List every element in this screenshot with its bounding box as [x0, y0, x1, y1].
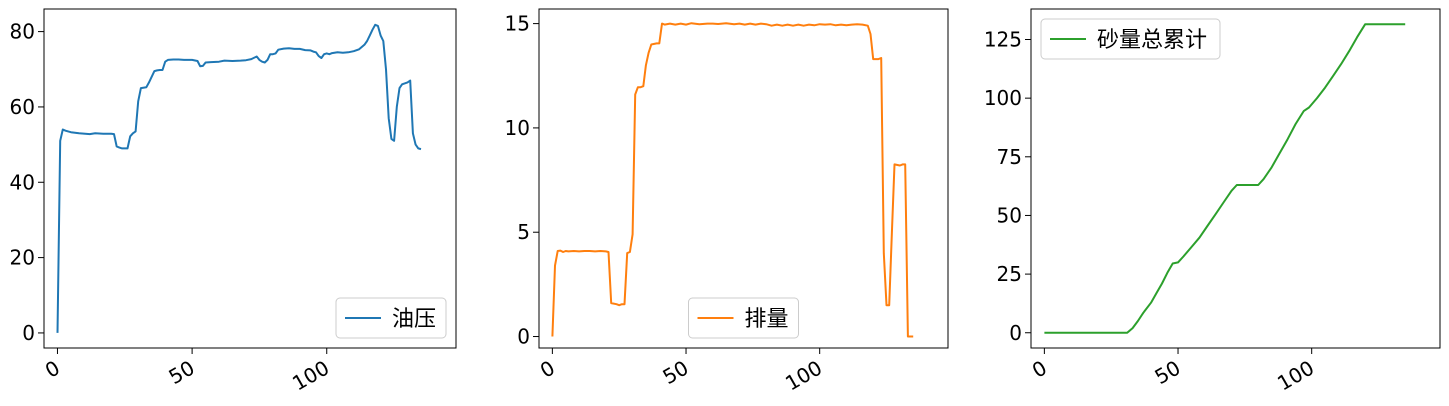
legend-label: 油压	[392, 307, 436, 332]
y-tick-label: 0	[517, 325, 530, 349]
x-tick-label: 0	[536, 356, 559, 383]
x-tick-label: 100	[1273, 356, 1318, 396]
legend: 油压	[335, 297, 447, 339]
series-line-油压	[56, 23, 422, 333]
chart-panel-2: 0 50 100 0 5 10 15 排量	[505, 8, 949, 396]
x-tick-label: 50	[165, 356, 199, 390]
y-tick-label: 20	[10, 246, 35, 270]
y-tick-label: 15	[505, 12, 530, 36]
y-tick-label: 125	[984, 27, 1022, 51]
x-tick-label: 0	[41, 356, 64, 383]
x-tick-label: 100	[288, 356, 333, 396]
series-line-砂量总累计	[1044, 23, 1406, 334]
chart-panel-1: 0 50 100 0 20 40 60 80 油压	[10, 8, 457, 396]
legend-box	[1040, 18, 1221, 60]
legend-box	[335, 297, 447, 339]
y-tick-label: 75	[997, 145, 1022, 169]
y-tick-label: 80	[10, 20, 35, 44]
plot-frame	[43, 8, 457, 349]
plot-frame	[538, 8, 949, 349]
series-line-排量	[551, 22, 914, 338]
legend: 砂量总累计	[1040, 18, 1221, 60]
plot-frame	[1030, 8, 1441, 349]
y-tick-label: 100	[984, 86, 1022, 110]
y-tick-label: 5	[517, 220, 530, 244]
x-tick-label: 0	[1028, 356, 1051, 383]
x-tick-label: 100	[781, 356, 826, 396]
legend: 排量	[688, 297, 799, 339]
y-tick-label: 0	[22, 321, 35, 345]
legend-label: 砂量总累计	[1097, 28, 1207, 53]
legend-box	[688, 297, 799, 339]
x-tick-label: 50	[658, 356, 692, 390]
y-tick-label: 10	[505, 116, 530, 140]
y-tick-label: 0	[1009, 321, 1022, 345]
legend-label: 排量	[745, 307, 789, 332]
y-tick-label: 60	[10, 95, 35, 119]
y-tick-label: 40	[10, 170, 35, 194]
x-tick-label: 50	[1150, 356, 1184, 390]
chart-panel-3: 0 50 100 0 25 50 75 100 125 砂量总累计	[984, 8, 1441, 396]
y-tick-label: 25	[997, 262, 1022, 286]
y-tick-label: 50	[997, 203, 1022, 227]
